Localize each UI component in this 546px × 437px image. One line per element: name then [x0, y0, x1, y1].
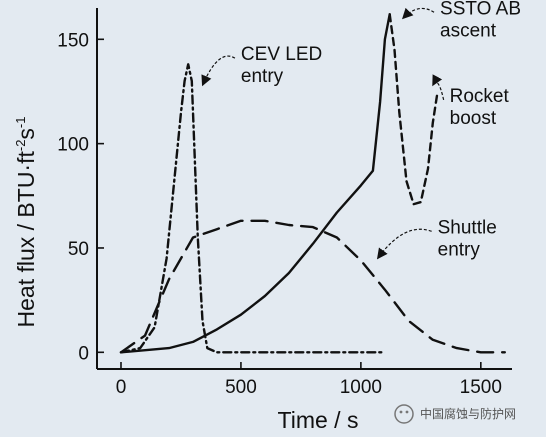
annotation-arrow-shuttle [376, 228, 432, 260]
annotation-shuttle-line: Shuttle [438, 217, 497, 238]
annotation-rocket-line: Rocket [450, 86, 510, 107]
axes [96, 8, 512, 370]
y-tick-label: 100 [57, 135, 89, 156]
y-axis-title-mid: s [13, 128, 39, 140]
annotation-arrow-cev [201, 55, 236, 87]
annotation-rocket: Rocket boost [450, 86, 510, 129]
wechat-icon-eye-left [399, 410, 403, 414]
x-tick-label: 0 [116, 377, 127, 398]
watermark: 中国腐蚀与防护网 [394, 404, 516, 424]
wechat-icon-eye-right [405, 410, 409, 414]
x-tick-label: 500 [225, 377, 257, 398]
wechat-icon [394, 404, 414, 424]
y-axis-title-exp2: -1 [13, 117, 28, 129]
annotation-shuttle: Shuttle entry [438, 217, 497, 260]
y-tick-label: 150 [57, 30, 89, 51]
annotation-cev: CEV LED entry [241, 44, 322, 87]
y-axis-title: Heat flux / BTU·ft-2s-1 [13, 117, 39, 328]
series-line-rocket [388, 13, 439, 206]
annotation-cev-line: CEV LED [241, 44, 322, 65]
annotation-ssto-line: SSTO AB [440, 0, 521, 19]
series-group [119, 13, 506, 354]
annotation-arrow-rocket [432, 74, 445, 101]
x-tick-label: 1500 [460, 377, 502, 398]
y-axis-title-main: Heat flux / BTU·ft [13, 151, 39, 328]
annotation-arrow-ssto [402, 7, 435, 20]
annotation-ssto: SSTO AB ascent [440, 0, 521, 41]
y-tick-label: 0 [78, 343, 89, 364]
ticks: 0 500 1000 1500 0 50 100 150 [57, 30, 502, 398]
y-axis-title-exp1: -2 [13, 140, 28, 152]
annotation-shuttle-line: entry [438, 239, 481, 260]
watermark-text: 中国腐蚀与防护网 [420, 406, 516, 421]
x-tick-label: 1000 [340, 377, 382, 398]
y-tick-label: 50 [68, 239, 89, 260]
annotation-rocket-line: boost [450, 108, 497, 129]
series-line-shuttle [119, 219, 506, 354]
annotation-cev-line: entry [241, 66, 284, 87]
series-line-cev [119, 63, 387, 354]
series-line-ssto [119, 13, 391, 354]
x-axis-title: Time / s [278, 407, 359, 433]
annotation-ssto-line: ascent [440, 20, 497, 41]
